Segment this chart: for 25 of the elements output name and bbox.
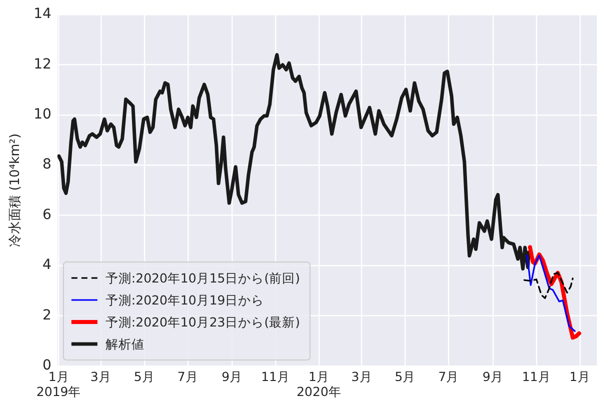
y-tick-label: 12 bbox=[34, 56, 52, 72]
line-series bbox=[523, 272, 574, 299]
legend-label: 解析値 bbox=[105, 336, 144, 352]
y-tick-label: 4 bbox=[42, 257, 52, 274]
x-tick-label: 1月 2020年 bbox=[296, 368, 342, 399]
x-tick-label: 5月 bbox=[134, 368, 155, 384]
x-tick-label: 9月 bbox=[222, 368, 243, 384]
x-tick-label: 11月 bbox=[522, 368, 551, 384]
y-axis-title: 冷水面積 (10⁴km²) bbox=[8, 133, 24, 247]
x-tick-label: 3月 bbox=[90, 368, 112, 384]
legend-label: 予測:2020年10月23日から(最新) bbox=[105, 314, 300, 330]
x-tick-label: 7月 bbox=[177, 368, 198, 384]
x-tick-label: 9月 bbox=[482, 368, 504, 384]
y-tick-label: 2 bbox=[42, 307, 52, 324]
y-tick-label: 10 bbox=[34, 106, 52, 122]
y-tick-label: 6 bbox=[42, 206, 52, 223]
y-tick-label: 8 bbox=[42, 156, 52, 173]
legend-label: 予測:2020年10月19日から bbox=[105, 292, 264, 308]
x-tick-label: 1月 bbox=[569, 368, 590, 384]
x-tick-label: 7月 bbox=[438, 368, 460, 384]
x-tick-label: 3月 bbox=[351, 368, 372, 384]
x-tick-label: 11月 bbox=[261, 368, 290, 384]
y-tick-label: 14 bbox=[34, 6, 52, 22]
x-tick-label: 5月 bbox=[394, 368, 416, 384]
legend-label: 予測:2020年10月15日から(前回) bbox=[105, 270, 300, 286]
